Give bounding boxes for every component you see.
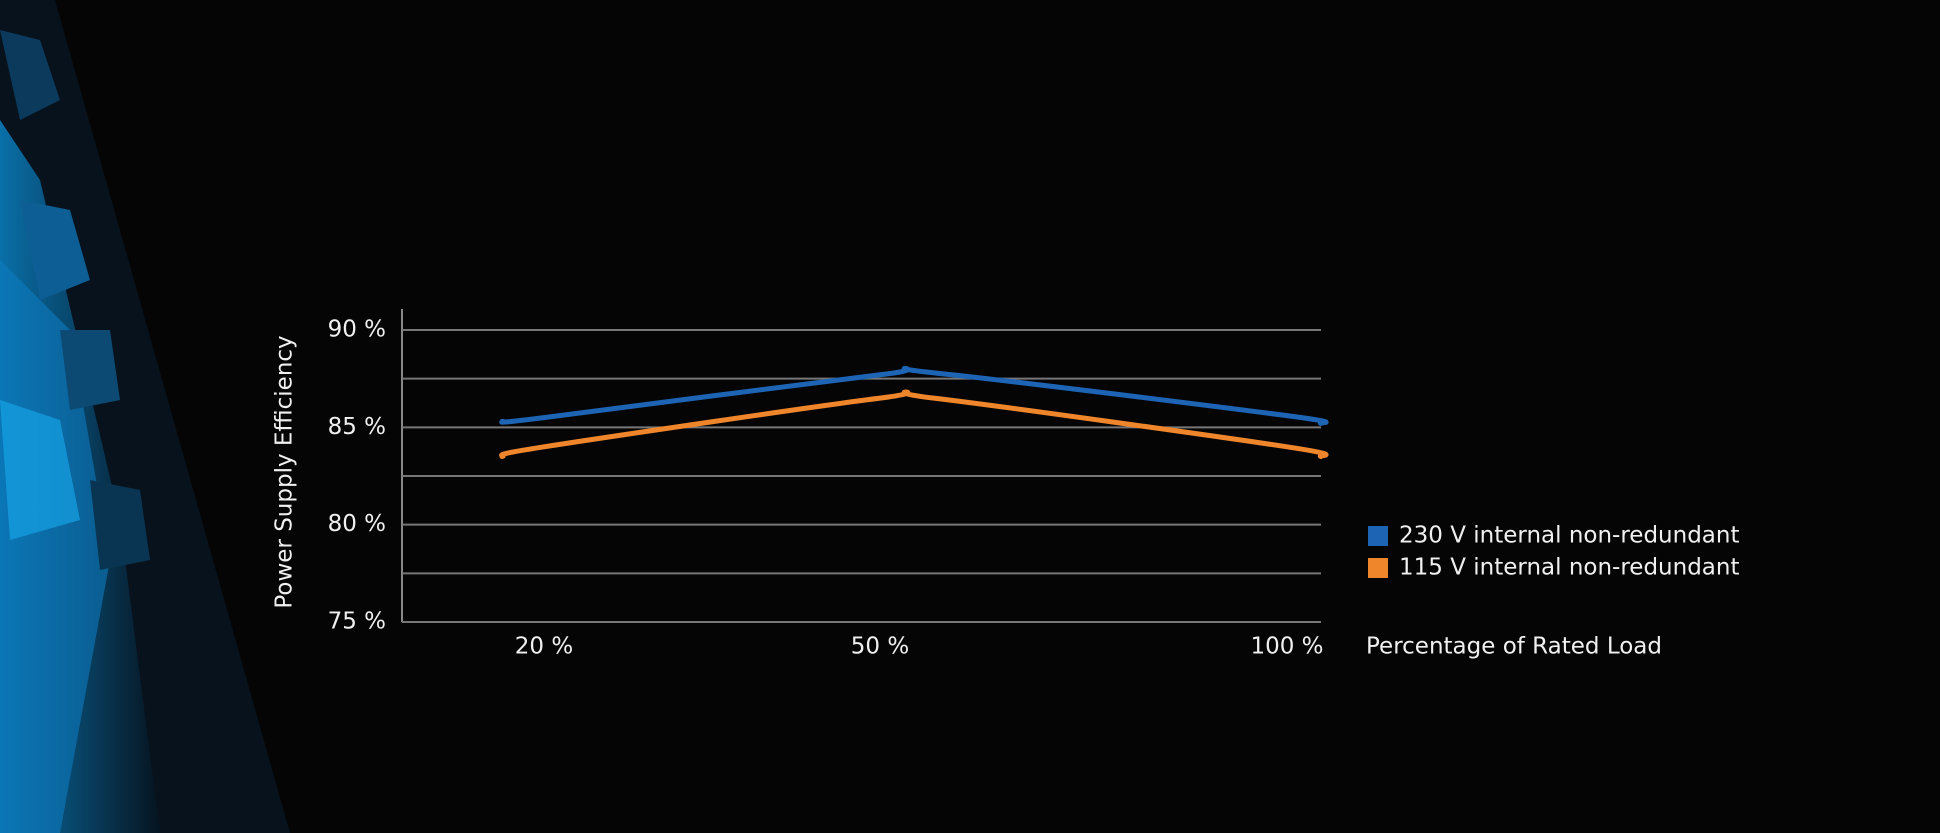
y-tick-label: 75 % xyxy=(328,609,386,635)
decoration xyxy=(0,0,290,833)
x-tick-label: 50 % xyxy=(851,634,909,660)
legend-swatch xyxy=(1368,558,1388,578)
series-line xyxy=(499,365,1329,426)
series-line xyxy=(499,389,1329,460)
y-tick-label: 85 % xyxy=(328,414,386,440)
legend-swatch xyxy=(1368,526,1388,546)
y-tick-label: 90 % xyxy=(328,317,386,343)
y-tick-label: 80 % xyxy=(328,511,386,537)
x-tick-label: 20 % xyxy=(515,634,573,660)
x-tick-label: 100 % xyxy=(1250,634,1323,660)
legend-label: 115 V internal non-redundant xyxy=(1399,555,1740,581)
x-axis-title: Percentage of Rated Load xyxy=(1366,634,1662,660)
legend-label: 230 V internal non-redundant xyxy=(1399,523,1740,549)
y-axis-title: Power Supply Efficiency xyxy=(272,335,298,608)
